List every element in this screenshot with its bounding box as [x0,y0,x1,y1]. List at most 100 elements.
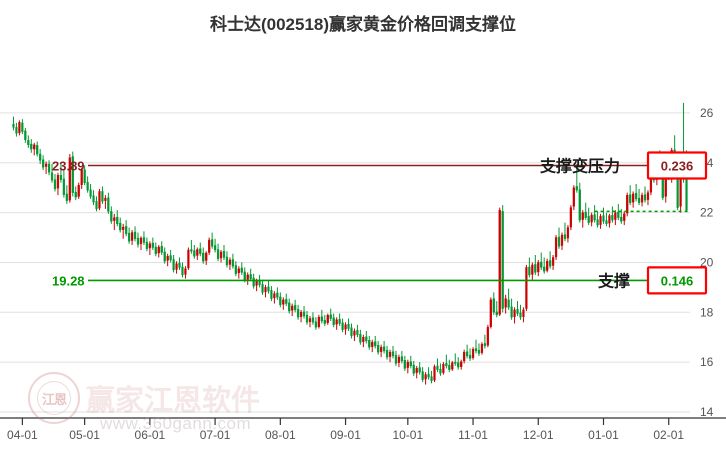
x-axis-tick-label: 01-01 [588,428,619,442]
candle-body [71,156,74,193]
candle-body [172,259,175,271]
candle-body [302,311,306,317]
candle-body [142,237,146,243]
candle-body [39,153,42,161]
candle-body [442,363,445,373]
candle-body [587,216,590,223]
candle-body [157,246,160,254]
candle-body [498,209,501,315]
candle-body [483,343,487,347]
axes: 2624222018161404-0105-0106-0107-0108-010… [0,106,726,442]
candle-body [460,361,463,367]
candle-body [231,259,235,267]
candle-body [136,237,140,245]
candle-body [181,266,184,276]
candle-body [486,327,489,346]
candle-body [388,351,392,357]
candle-body [448,364,451,370]
candle-body [611,214,614,221]
candle-body [504,298,507,308]
candle-body [534,264,537,273]
candle-body [421,371,424,380]
candle-body [510,306,513,318]
candle-body [537,262,540,273]
candle-body [522,309,525,317]
page-title: 科士达(002518)赢家黄金价格回调支撑位 [209,15,517,34]
candle-body [540,261,543,268]
candle-body [184,268,187,275]
candle-body [418,367,421,373]
candle-body [243,271,246,281]
candle-body [113,217,116,221]
y-axis-tick-label: 22 [700,206,714,220]
value-box[interactable] [646,266,708,295]
x-axis-tick-label: 06-01 [135,428,166,442]
value-box-text: 0.146 [661,273,694,288]
candle-body [222,251,226,258]
candle-body [296,309,300,318]
candle-body [406,361,409,368]
candle-body [12,123,15,128]
candle-body [409,361,412,367]
candle-body [308,318,312,322]
candle-body [332,317,335,325]
candle-body [68,157,71,201]
candle-body [554,237,558,258]
candle-body [166,256,169,261]
candle-body [62,178,66,195]
candle-body [323,320,326,324]
candle-body [326,315,329,323]
candle-body [291,305,294,311]
candle-body [86,182,89,191]
candle-body [329,314,332,319]
value-box[interactable] [646,151,708,180]
y-axis-tick-label: 18 [700,305,714,319]
candle-body [433,366,436,381]
price-level-label: 19.28 [52,273,85,288]
candle-body [344,324,347,330]
candle-body [492,298,495,313]
candle-body [584,211,587,218]
candle-body [424,374,427,380]
x-axis-tick-label: 12-01 [523,428,554,442]
candle-body [614,212,617,220]
candle-body [202,252,205,262]
candle-body [581,212,584,220]
candle-body [350,327,353,337]
candle-body [549,260,552,267]
candle-body [219,251,223,259]
candle-body [53,179,57,190]
candle-body [44,163,48,167]
candle-body [267,286,270,292]
candle-body [362,337,365,342]
candle-body [50,172,54,181]
y-axis-tick-label: 20 [700,255,714,269]
x-axis-tick-label: 11-01 [458,428,488,442]
candle-body [261,284,264,293]
candle-body [643,194,647,201]
candle-body [480,344,484,353]
candle-body [15,127,18,134]
candle-body [240,267,243,273]
candle-body [276,292,279,298]
candle-body [531,264,534,275]
candle-body [513,309,516,317]
x-axis-tick-label: 08-01 [265,428,296,442]
candle-body [127,232,131,242]
candle-body [83,169,86,183]
candle-body [246,274,249,280]
candle-body [237,268,240,274]
candle-body [255,280,258,286]
candle-body [347,324,350,329]
candle-body [270,290,273,299]
candle-body [397,356,401,363]
candle-body [178,262,181,268]
gridlines [0,112,690,413]
candle-body [282,299,285,305]
candle-body [468,354,472,359]
candle-body [42,159,45,168]
candle-body [175,263,178,270]
candle-body [89,189,92,197]
